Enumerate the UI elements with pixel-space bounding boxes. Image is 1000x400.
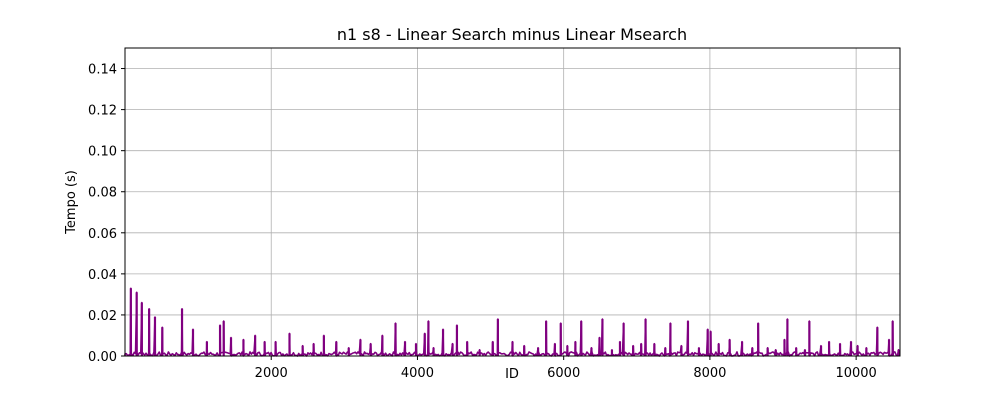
y-tick-label-5: 0.10	[88, 145, 117, 160]
plot-area	[125, 48, 900, 356]
y-tick-label-2: 0.04	[88, 268, 117, 283]
x-tick-label-3: 8000	[693, 366, 726, 381]
y-tick-label-6: 0.12	[88, 104, 117, 119]
x-axis-label: ID	[505, 367, 519, 382]
x-tick-label-1: 4000	[401, 366, 434, 381]
data-series	[124, 287, 900, 357]
ticks: 2000 4000 6000 8000 10000 0.00 0.02 0.04 0.06 0.0…	[88, 63, 877, 381]
plot-frame	[124, 47, 901, 357]
x-tick-label-2: 6000	[547, 366, 580, 381]
grid	[125, 48, 900, 357]
x-tick-label-4: 10000	[835, 366, 876, 381]
chart-title: n1 s8 - Linear Search minus Linear Msear…	[337, 25, 687, 44]
y-axis-label: Tempo (s)	[64, 170, 79, 235]
y-tick-label-7: 0.14	[88, 63, 117, 78]
y-tick-label-3: 0.06	[88, 227, 117, 242]
x-tick-label-0: 2000	[255, 366, 288, 381]
axes	[124, 47, 901, 357]
y-tick-label-0: 0.00	[88, 350, 117, 365]
y-tick-label-1: 0.02	[88, 309, 117, 324]
y-tick-label-4: 0.08	[88, 186, 117, 201]
